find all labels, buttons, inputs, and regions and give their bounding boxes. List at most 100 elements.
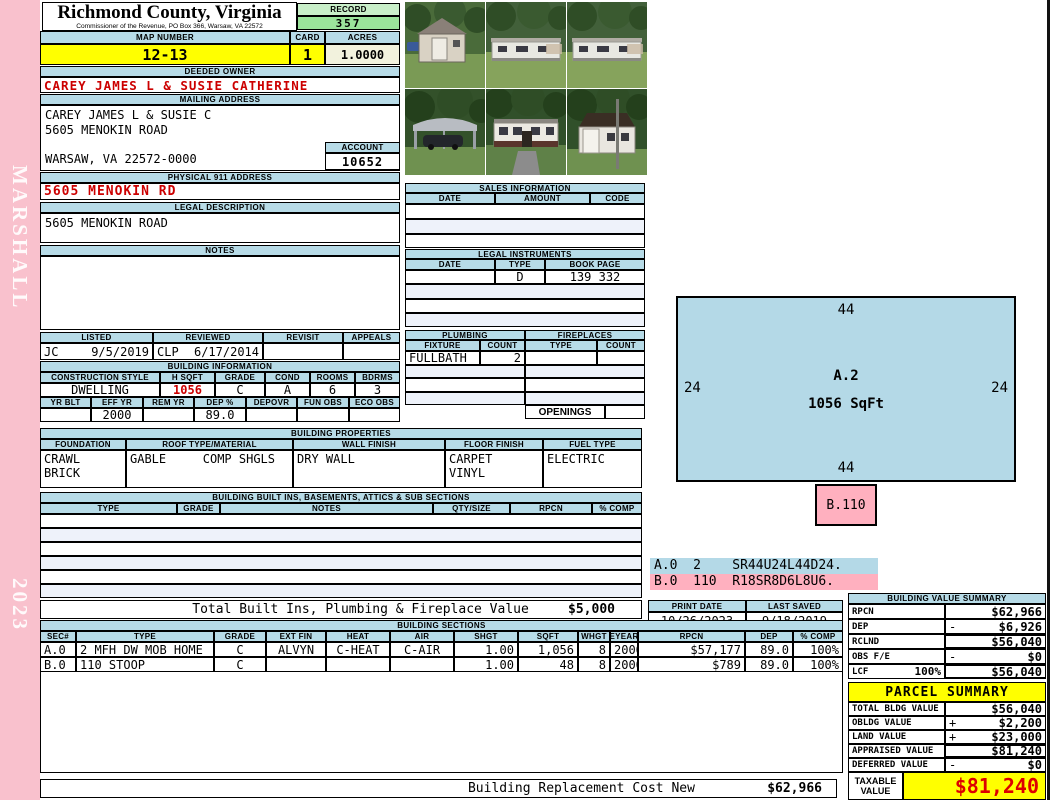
vs-value-cell: $62,966 <box>945 604 1046 619</box>
parcel-row: DEFERRED VALUE - $0 <box>848 758 1046 772</box>
ps-value-cell: - $0 <box>945 758 1046 772</box>
listed-value: JC 9/5/2019 <box>40 343 153 360</box>
section-type: 110 STOOP <box>76 657 214 672</box>
ps-label: LAND VALUE <box>848 730 945 744</box>
deeded-owner-label: DEEDED OWNER <box>40 66 400 77</box>
year-watermark: 2023 <box>8 578 32 632</box>
value-summary-row: RPCN $62,966 <box>848 604 1046 619</box>
vs-label-pct: 100% <box>914 665 942 678</box>
section-rpcn: $789 <box>638 657 745 672</box>
funobs-value <box>297 408 349 422</box>
vs-value-cell: - $6,926 <box>945 619 1046 634</box>
mailing-line-2: 5605 MENOKIN ROAD <box>45 123 168 137</box>
vs-value: $56,040 <box>991 664 1042 679</box>
foundation-label: FOUNDATION <box>40 439 126 450</box>
plumbing-count-label: COUNT <box>480 340 525 351</box>
review-values: JC 9/5/2019 CLP 6/17/2014 <box>40 343 400 360</box>
floor-line-1: CARPET <box>449 452 493 466</box>
listed-label: LISTED <box>40 332 153 343</box>
sales-empty-row <box>405 219 645 234</box>
ps-value: $81,240 <box>991 744 1042 758</box>
notes-box <box>40 256 400 330</box>
last-saved-label: LAST SAVED <box>746 600 843 612</box>
section-comp: 100% <box>793 642 843 657</box>
ps-label: TOTAL BLDG VALUE <box>848 702 945 716</box>
plumbing-empty-row <box>405 365 525 378</box>
listed-by: JC <box>44 344 59 359</box>
parcel-row: TOTAL BLDG VALUE $56,040 <box>848 702 1046 716</box>
vs-value-cell: $56,040 <box>945 664 1046 679</box>
comp-col-label: % COMP <box>793 631 843 642</box>
sqft-label: SQFT <box>518 631 578 642</box>
effyr-value: 2000 <box>91 408 143 422</box>
building-properties-headers: FOUNDATION ROOF TYPE/MATERIAL WALL FINIS… <box>40 439 642 450</box>
rooms-value: 6 <box>310 383 355 397</box>
sidebar: MARSHALL 2023 <box>0 0 40 800</box>
deeded-owner-value: CAREY JAMES L & SUSIE CATHERINE <box>40 77 400 93</box>
grade-label: GRADE <box>215 372 265 383</box>
effyr-label: EFF YR <box>91 397 143 408</box>
depovr-value <box>246 408 297 422</box>
built-ins-empty-row <box>40 542 642 556</box>
built-ins-comp-label: % COMP <box>592 503 642 514</box>
section-heat <box>326 657 390 672</box>
section-air: C-AIR <box>390 642 454 657</box>
fixture-count: 2 <box>480 351 525 365</box>
map-number-value: 12-13 <box>40 44 290 65</box>
bdrms-label: BDRMS <box>355 372 400 383</box>
ps-sign: + <box>949 716 957 730</box>
photo-mobile-home-front <box>486 89 566 175</box>
photo-storage-shed <box>405 2 485 88</box>
record-value: 357 <box>297 16 400 30</box>
grade-col-label: GRADE <box>214 631 266 642</box>
plumbing-fireplaces-headers: FIXTURE COUNT TYPE COUNT <box>405 340 645 351</box>
rooms-label: ROOMS <box>310 372 355 383</box>
parcel-row: LAND VALUE + $23,000 <box>848 730 1046 744</box>
ps-value-cell: $56,040 <box>945 702 1046 716</box>
sketch-section-a: 44 24 24 A.2 1056 SqFt 44 <box>676 296 1016 482</box>
openings-label: OPENINGS <box>525 405 605 419</box>
acres-value: 1.0000 <box>325 44 400 65</box>
revisit-label: REVISIT <box>263 332 343 343</box>
air-label: AIR <box>390 631 454 642</box>
built-ins-empty-row <box>40 528 642 542</box>
built-ins-empty-row <box>40 584 642 598</box>
wall-finish-label: WALL FINISH <box>293 439 445 450</box>
sketch-vector-b: B.0 110 R18SR8D6L8U6. <box>650 574 878 590</box>
foundation-value: CRAWL BRICK <box>40 450 126 488</box>
section-eyear: 2000 <box>610 642 638 657</box>
shgt-label: SHGT <box>454 631 518 642</box>
section-sqft: 48 <box>518 657 578 672</box>
review-headers: LISTED REVIEWED REVISIT APPEALS <box>40 332 400 343</box>
fireplaces-empty-row <box>525 392 645 405</box>
reviewed-label: REVIEWED <box>153 332 263 343</box>
sketch-dim-bottom: 44 <box>837 460 855 476</box>
section-extfin: ALVYN <box>266 642 326 657</box>
value-summary-row: RCLND $56,040 <box>848 634 1046 649</box>
section-sqft: 1,056 <box>518 642 578 657</box>
county-header: Richmond County, Virginia Commissioner o… <box>42 2 297 31</box>
notes-label: NOTES <box>40 245 400 256</box>
roof-material-value: COMP SHGLS <box>202 452 275 466</box>
replacement-cost-value: $62,966 <box>767 781 822 796</box>
instrument-type: D <box>495 270 545 284</box>
reviewed-date: 6/17/2014 <box>193 344 259 359</box>
mailing-address-label: MAILING ADDRESS <box>40 94 400 105</box>
sales-headers: DATE AMOUNT CODE <box>405 193 645 204</box>
parcel-summary-title: PARCEL SUMMARY <box>848 682 1046 702</box>
taxable-value: $81,240 <box>903 772 1046 800</box>
sketch-section-b: B.110 <box>815 484 877 526</box>
fireplaces-empty-row <box>525 365 645 378</box>
ps-value: $2,200 <box>998 716 1042 730</box>
photo-barn-shed <box>567 89 647 175</box>
record-label: RECORD <box>297 3 400 16</box>
building-info-values-1: DWELLING 1056 C A 6 3 <box>40 383 400 397</box>
taxable-label: TAXABLE VALUE <box>848 772 903 800</box>
instruments-empty-row <box>405 299 645 313</box>
vs-label: OBS F/E <box>848 649 945 664</box>
card-label: CARD <box>290 31 325 44</box>
fuel-type-text: ELECTRIC <box>547 452 605 466</box>
vendor-watermark: MARSHALL <box>8 165 32 311</box>
building-properties-values: CRAWL BRICK GABLE COMP SHGLS DRY WALL CA… <box>40 450 642 488</box>
